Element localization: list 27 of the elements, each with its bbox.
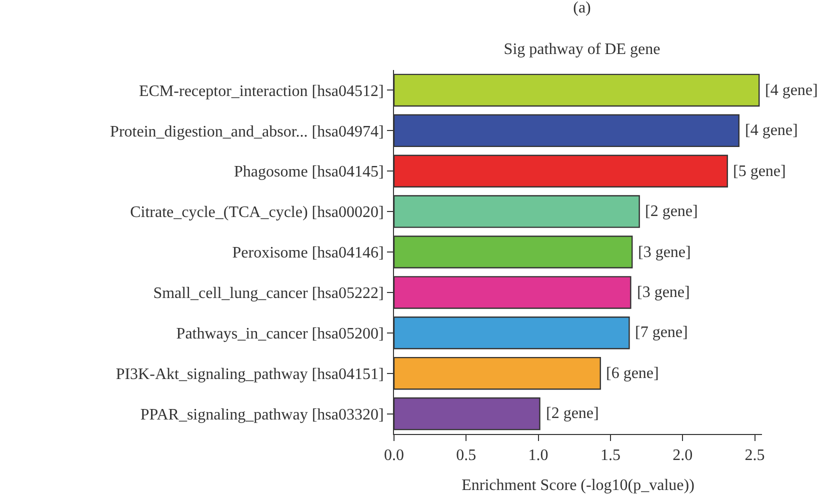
x-axis-title: Enrichment Score (-log10(p_value)) bbox=[462, 476, 694, 494]
y-tick-label: Small_cell_lung_cancer [hsa05222] bbox=[153, 285, 384, 302]
chart-subtitle: Sig pathway of DE gene bbox=[504, 41, 660, 58]
x-tick-label: 2.5 bbox=[744, 447, 765, 464]
y-tick-label: Phagosome [hsa04145] bbox=[234, 164, 384, 181]
annotation: [6 gene] bbox=[606, 365, 659, 382]
annotation: [5 gene] bbox=[733, 163, 786, 180]
y-tick-label: Peroxisome [hsa04146] bbox=[232, 244, 384, 262]
y-tick-label: Pathways_in_cancer [hsa05200] bbox=[176, 325, 384, 342]
y-tick-label: ECM-receptor_interaction [hsa04512] bbox=[138, 82, 384, 100]
y-tick-label: Citrate_cycle_(TCA_cycle) [hsa00020] bbox=[130, 204, 384, 222]
y-tick-label: PI3K-Akt_signaling_pathway [hsa04151] bbox=[116, 366, 384, 383]
annotation: [3 gene] bbox=[638, 244, 691, 261]
annotation: [4 gene] bbox=[765, 82, 818, 99]
x-tick-label: 1.5 bbox=[600, 447, 620, 464]
annotation: [7 gene] bbox=[635, 324, 688, 341]
annotation: [3 gene] bbox=[637, 284, 690, 301]
y-tick-label: Protein_digestion_and_absor... [hsa04974] bbox=[110, 123, 384, 140]
x-tick-label: 0.5 bbox=[456, 447, 476, 464]
chart-title: (a) bbox=[573, 0, 591, 17]
y-tick-label: PPAR_signaling_pathway [hsa03320] bbox=[140, 406, 384, 424]
x-tick-label: 2.0 bbox=[672, 447, 693, 464]
annotation: [2 gene] bbox=[645, 203, 698, 220]
annotation: [2 gene] bbox=[546, 405, 599, 422]
x-tick-label: 1.0 bbox=[528, 447, 548, 464]
x-tick-label: 0.0 bbox=[384, 447, 404, 464]
annotation: [4 gene] bbox=[745, 122, 798, 139]
